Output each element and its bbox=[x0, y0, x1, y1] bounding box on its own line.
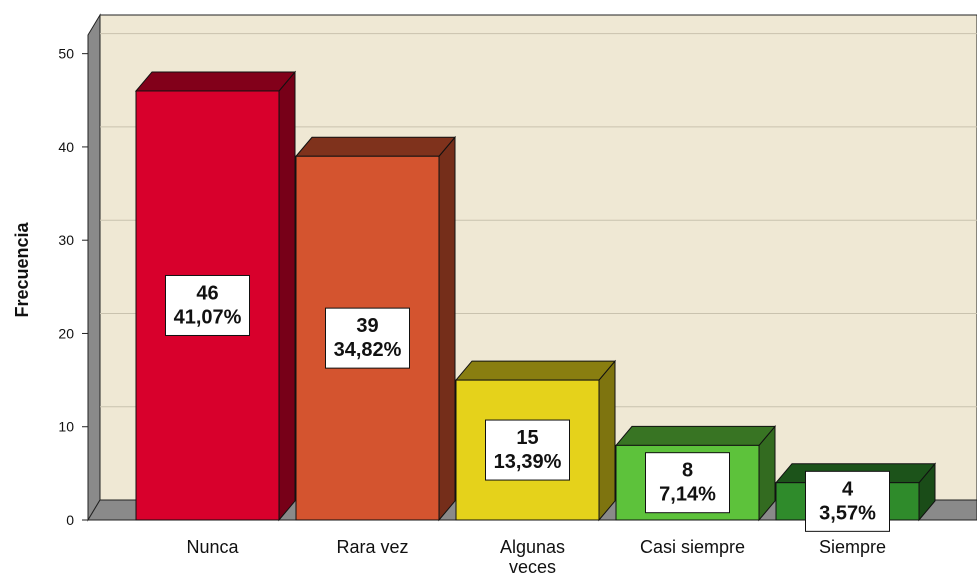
y-tick-label: 50 bbox=[58, 46, 74, 62]
left-wall bbox=[87, 13, 101, 522]
data-label-value: 39 bbox=[356, 315, 378, 337]
bar-top bbox=[614, 425, 777, 446]
data-label-box bbox=[805, 470, 890, 532]
x-tick-label: Nunca bbox=[186, 537, 239, 557]
x-tick-label: Algunas veces bbox=[500, 537, 565, 577]
data-label-value: 8 bbox=[682, 460, 693, 482]
x-tick-label: Rara vez bbox=[336, 537, 408, 557]
data-label: 87,14% bbox=[645, 452, 730, 514]
data-label: 43,57% bbox=[805, 470, 890, 532]
bar-top bbox=[294, 136, 457, 157]
data-label-box bbox=[485, 419, 570, 481]
data-label-percent: 7,14% bbox=[659, 484, 716, 506]
bar-side bbox=[278, 70, 296, 522]
bar-side bbox=[598, 359, 616, 522]
y-tick-label: 0 bbox=[66, 512, 74, 528]
data-label-value: 46 bbox=[196, 282, 218, 304]
data-label-percent: 41,07% bbox=[174, 306, 242, 328]
bar-side bbox=[438, 135, 456, 522]
bar-top bbox=[134, 71, 297, 92]
y-tick-label: 30 bbox=[58, 232, 74, 248]
y-axis-title: Frecuencia bbox=[12, 221, 32, 317]
data-label-box bbox=[325, 307, 410, 369]
x-tick-label: Siempre bbox=[819, 537, 886, 557]
data-label-percent: 13,39% bbox=[494, 451, 562, 473]
data-label-value: 15 bbox=[516, 427, 538, 449]
data-label-percent: 34,82% bbox=[334, 339, 402, 361]
data-label-box bbox=[645, 452, 730, 514]
x-tick-label: Casi siempre bbox=[640, 537, 745, 557]
y-tick-label: 40 bbox=[58, 139, 74, 155]
y-tick-label: 20 bbox=[58, 325, 74, 341]
y-tick-label: 10 bbox=[58, 419, 74, 435]
data-label-percent: 3,57% bbox=[819, 502, 876, 524]
bar-top bbox=[454, 360, 617, 381]
data-label-value: 4 bbox=[842, 478, 854, 500]
data-label-box bbox=[165, 274, 250, 336]
